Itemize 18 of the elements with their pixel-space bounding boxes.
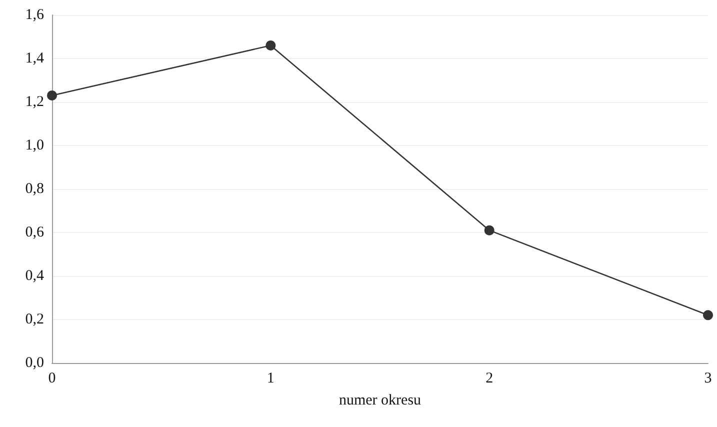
point: [703, 310, 713, 320]
y-tick-label: 0,8: [25, 181, 44, 197]
y-tick-label: 1,4: [25, 50, 44, 66]
x-axis-title: numer okresu: [338, 392, 422, 408]
y-tick-label: 1,6: [25, 7, 44, 23]
y-tick-label: 0,6: [25, 224, 44, 240]
point: [484, 225, 494, 236]
point: [266, 40, 276, 50]
y-tick-label: 0,4: [25, 268, 44, 284]
y-tick-label: 0,2: [25, 312, 44, 328]
y-tick-label: 1,0: [25, 138, 44, 154]
x-tick-label: 1: [266, 370, 274, 386]
y-tick-label: 1,2: [25, 94, 44, 110]
x-tick-label: 0: [48, 370, 56, 386]
point: [47, 90, 57, 100]
y-tick-label: 0,0: [25, 355, 44, 371]
x-tick-label: 3: [704, 370, 712, 386]
x-tick-label: 2: [486, 370, 494, 386]
